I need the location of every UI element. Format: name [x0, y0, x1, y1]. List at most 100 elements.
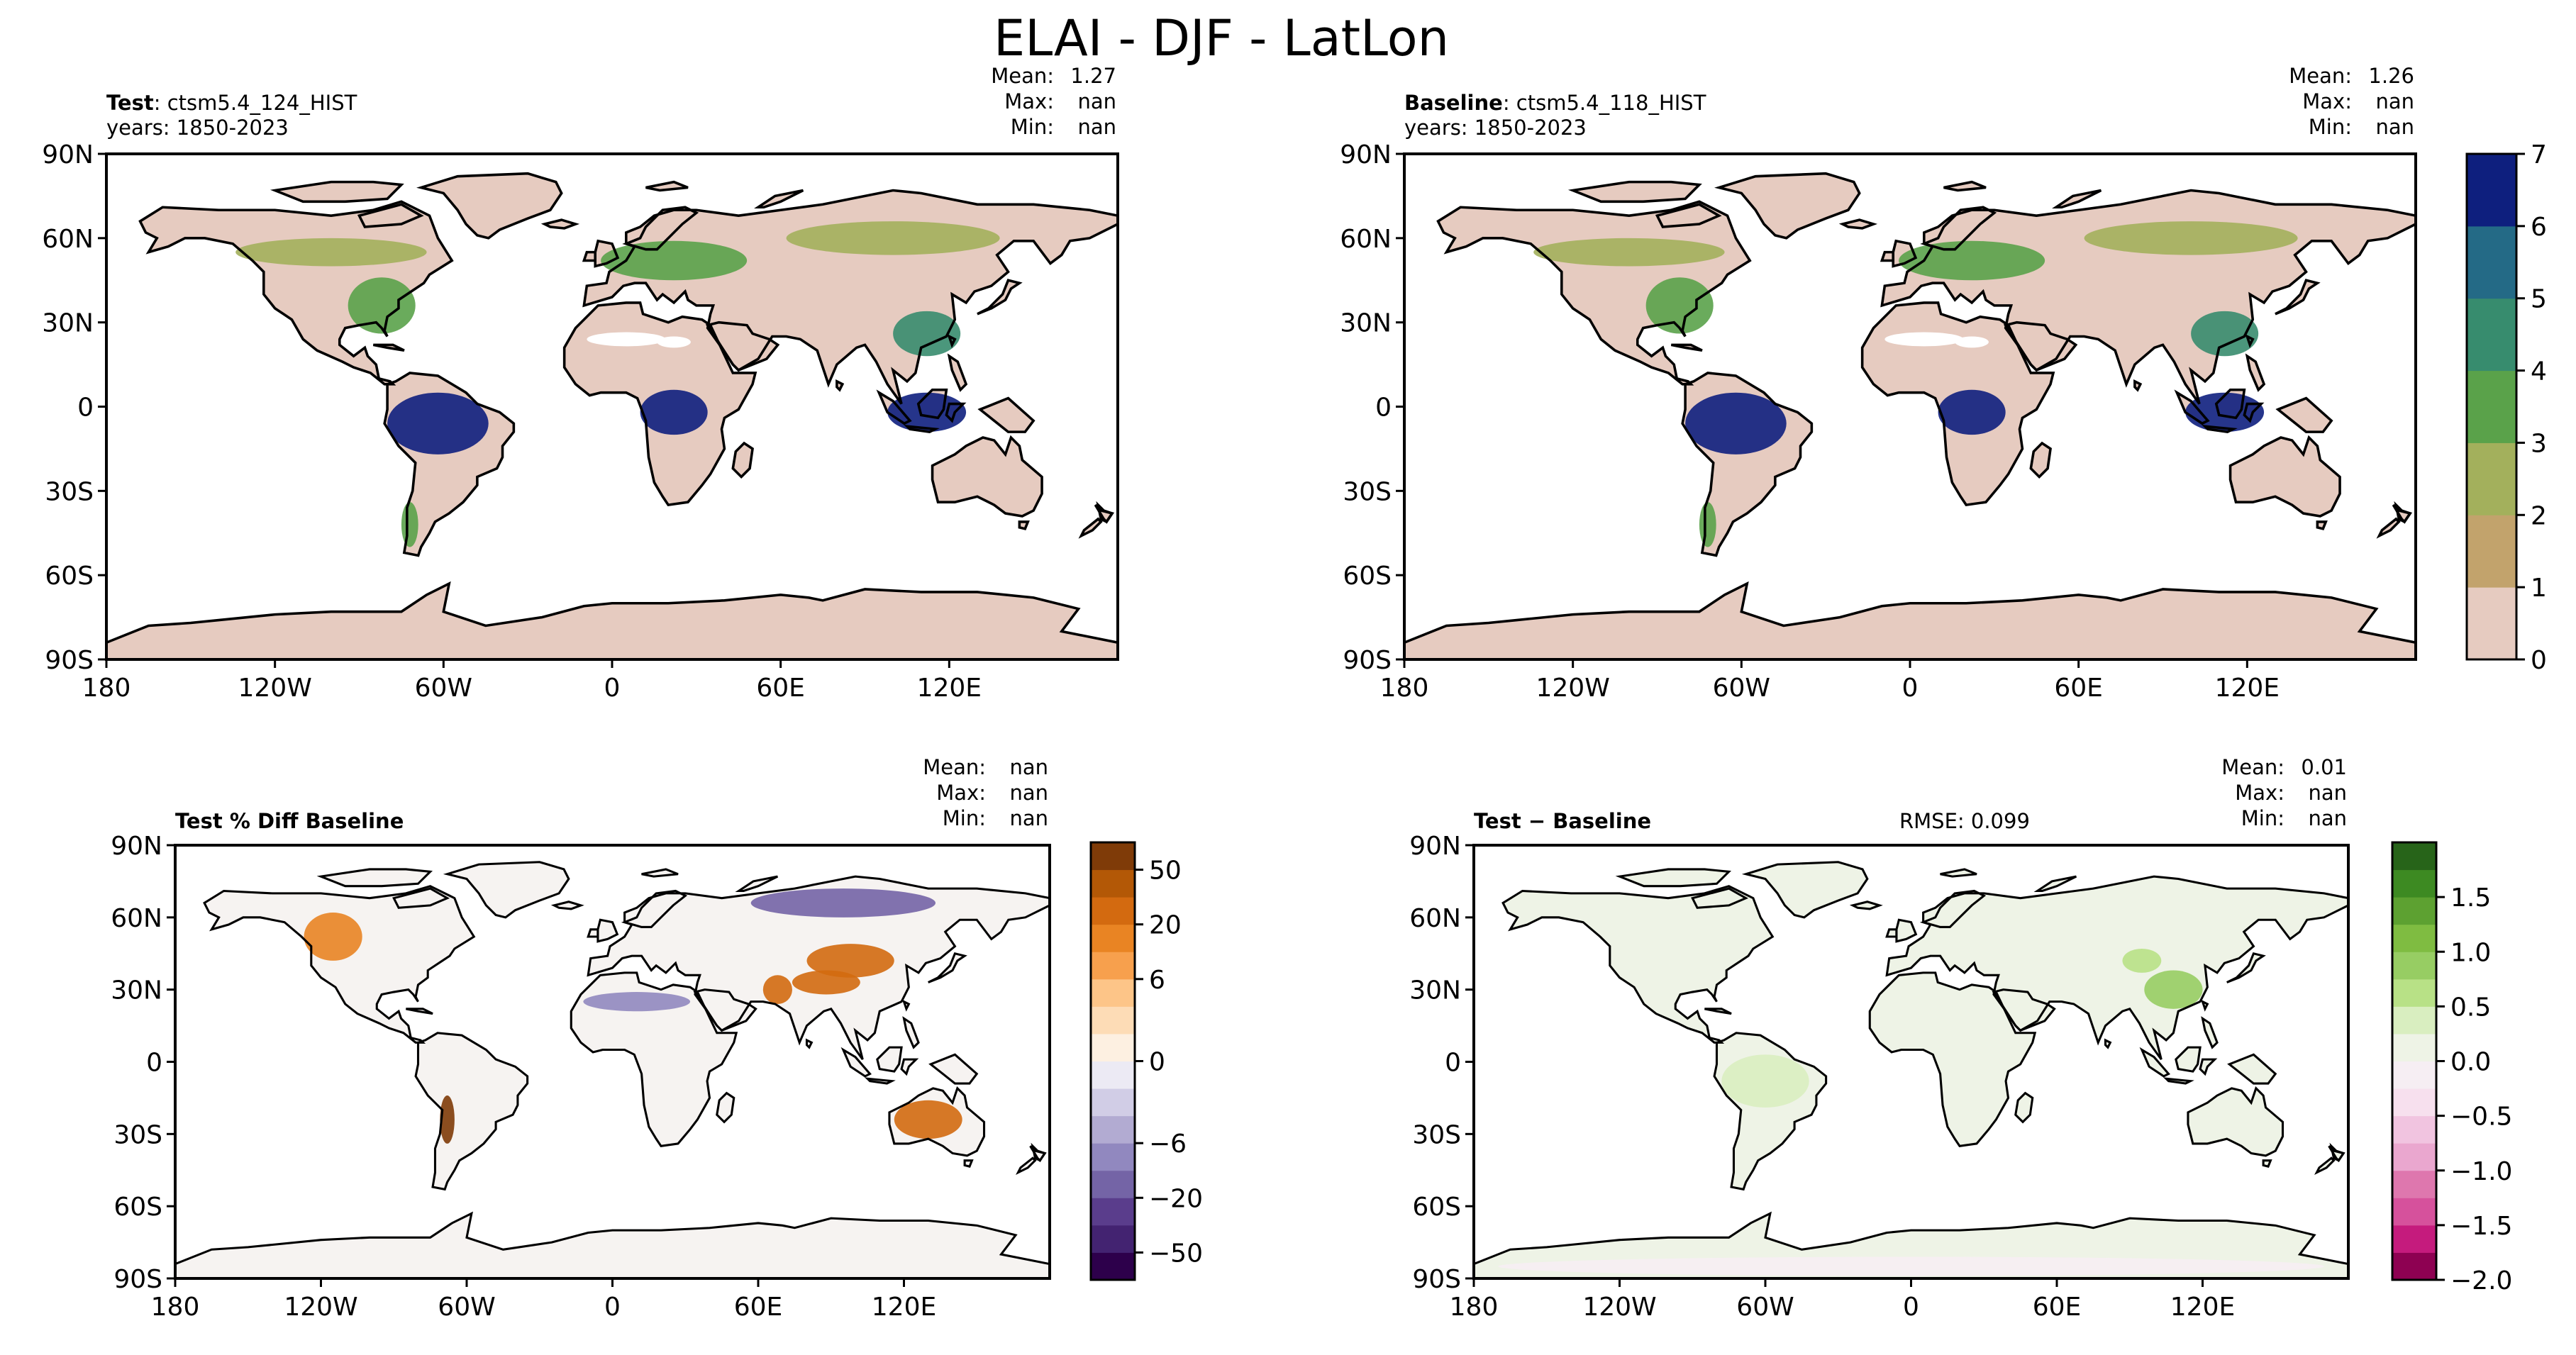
panel-label: Test: ctsm5.4_124_HIST — [106, 91, 357, 115]
stat-label: Max: — [1004, 89, 1054, 113]
colorbar-segment — [2392, 897, 2436, 925]
highlight-andes — [440, 1095, 455, 1144]
colorbar-baseline: 0 1 2 3 4 5 6 7 — [2465, 140, 2547, 675]
y-tick-label: 90N — [42, 140, 94, 169]
stat-value: nan — [2308, 806, 2347, 830]
x-tick-label: 60W — [415, 674, 472, 703]
highlight-siberia — [2084, 221, 2298, 255]
highlight-eastern-usa — [348, 277, 416, 334]
x-tick-label: 0 — [1902, 674, 1919, 703]
y-tick-label: 60S — [1412, 1193, 1461, 1222]
x-tick-label: 180 — [1450, 1293, 1499, 1322]
panel-label: Test % Diff Baseline — [175, 809, 404, 833]
stat-label: Max: — [936, 781, 986, 805]
y-tick-label: 30S — [113, 1120, 162, 1149]
highlight-south-china — [2144, 970, 2203, 1009]
stat-value: 1.26 — [2368, 64, 2414, 88]
colorbar-tick-label: −2.0 — [2450, 1266, 2512, 1295]
stat-value: nan — [1009, 781, 1048, 805]
x-tick-label: 60E — [756, 674, 805, 703]
highlight-sahara — [583, 992, 691, 1012]
x-tick-label: 60W — [1713, 674, 1770, 703]
colorbar-segment — [1091, 1252, 1135, 1281]
colorbar-segment — [2392, 869, 2436, 898]
map-test — [106, 172, 1118, 659]
highlight-eastern-usa — [1645, 277, 1714, 334]
y-tick-label: 90S — [113, 1265, 162, 1294]
y-tick-label: 60N — [1340, 225, 1392, 254]
colorbar-segment — [1091, 1088, 1135, 1117]
highlight-europe — [601, 240, 748, 281]
colorbar-tick-label: 7 — [2531, 140, 2547, 169]
highlight-amazon — [1685, 392, 1787, 455]
highlight-congo — [640, 389, 708, 435]
figure-title: ELAI - DJF - LatLon — [994, 9, 1449, 67]
y-tick-label: 90S — [1343, 646, 1392, 675]
panel-label-bold: Test — [106, 91, 154, 115]
highlight-siberia — [786, 221, 1000, 255]
colorbar-tick-label: 20 — [1149, 911, 1182, 940]
y-tick-label: 0 — [1445, 1049, 1461, 1078]
y-tick-label: 60S — [45, 562, 94, 591]
panel-years: years: 1850-2023 — [1404, 116, 1587, 140]
y-tick-label: 0 — [77, 394, 94, 423]
y-tick-label: 90S — [45, 646, 94, 675]
sahara-gap — [587, 332, 666, 347]
x-tick-label: 180 — [151, 1293, 200, 1322]
colorbar-tick-label: 0 — [2531, 646, 2547, 675]
stat-value: nan — [1009, 755, 1048, 779]
highlight-pakistan — [762, 975, 792, 1005]
colorbar-segment — [2392, 1115, 2436, 1144]
stat-value: 0.01 — [2301, 755, 2347, 779]
colorbar-segment — [1091, 952, 1135, 980]
y-tick-label: 60N — [111, 904, 162, 933]
colorbar-tick-label: −0.5 — [2450, 1103, 2512, 1132]
colorbar-segment — [2392, 952, 2436, 980]
x-tick-label: 120E — [2170, 1293, 2235, 1322]
colorbar-segment — [2467, 298, 2516, 372]
stat-value: nan — [2375, 89, 2414, 113]
highlight-canada-west — [304, 913, 362, 961]
y-tick-label: 30S — [1343, 477, 1392, 506]
colorbar-segment — [1091, 1006, 1135, 1035]
highlight-europe — [1899, 240, 2045, 281]
x-tick-label: 60E — [734, 1293, 783, 1322]
y-tick-label: 30S — [1412, 1120, 1461, 1149]
colorbar-tick-label: −1.0 — [2450, 1157, 2512, 1186]
stat-value: nan — [1077, 115, 1116, 139]
colorbar-segment — [2392, 1198, 2436, 1226]
colorbar-segment — [2392, 1170, 2436, 1198]
y-tick-label: 0 — [146, 1049, 162, 1078]
colorbar-segment — [1091, 869, 1135, 898]
highlight-tibet — [792, 970, 860, 995]
colorbar-segment — [2392, 924, 2436, 952]
colorbar-segment — [1091, 897, 1135, 925]
stat-label: Min: — [1011, 115, 1054, 139]
stat-label: Mean: — [991, 64, 1054, 88]
stat-value: 1.27 — [1070, 64, 1116, 88]
highlight-amazon — [1721, 1054, 1809, 1108]
colorbar-tick-label: −50 — [1149, 1239, 1203, 1268]
colorbar-tick-label: 4 — [2531, 357, 2547, 386]
x-tick-label: 60E — [2033, 1293, 2082, 1322]
colorbar-segment — [2392, 1225, 2436, 1253]
colorbar-tick-label: 1 — [2531, 574, 2547, 603]
colorbar-tick-label: −1.5 — [2450, 1212, 2512, 1241]
map-diff — [1474, 861, 2348, 1279]
y-tick-label: 60N — [42, 225, 94, 254]
sahara-gap — [1955, 336, 1989, 348]
colorbar-segment — [2467, 154, 2516, 227]
colorbar-segment — [1091, 842, 1135, 871]
stat-value: nan — [1009, 806, 1048, 830]
colorbar-segment — [1091, 1170, 1135, 1198]
highlight-south-china — [893, 311, 961, 357]
y-tick-label: 0 — [1375, 394, 1392, 423]
panel-label-rest: : ctsm5.4_118_HIST — [1503, 91, 1706, 115]
stat-value: nan — [2308, 781, 2347, 805]
stat-label: Min: — [2309, 115, 2352, 139]
colorbar-tick-label: 1.0 — [2450, 938, 2491, 967]
x-tick-label: 60E — [2054, 674, 2103, 703]
colorbar-segment — [2467, 370, 2516, 443]
